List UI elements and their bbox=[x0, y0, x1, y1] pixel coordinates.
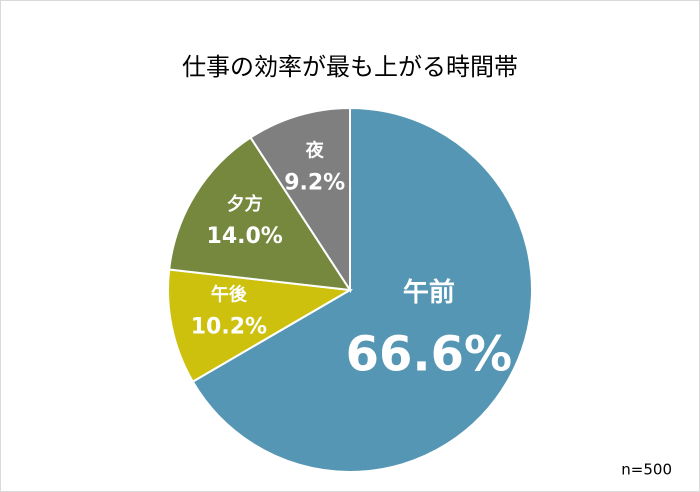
pie-slice bbox=[168, 136, 352, 292]
slice-label: 午前 bbox=[403, 277, 455, 308]
sample-note: n=500 bbox=[621, 461, 672, 479]
slice-label: 夕方 bbox=[227, 193, 263, 215]
slice-label: 夜 bbox=[305, 139, 325, 161]
value-label: 9.2% bbox=[284, 170, 345, 195]
pie-slice bbox=[167, 268, 354, 384]
slice-label: 午後 bbox=[211, 283, 248, 305]
pie-slice bbox=[249, 106, 351, 294]
value-label: 14.0% bbox=[207, 224, 283, 249]
chart-title: 仕事の効率が最も上がる時間帯 bbox=[182, 53, 518, 81]
pie-slice bbox=[191, 106, 533, 473]
value-label: 66.6% bbox=[346, 326, 513, 382]
value-label: 10.2% bbox=[191, 314, 267, 339]
